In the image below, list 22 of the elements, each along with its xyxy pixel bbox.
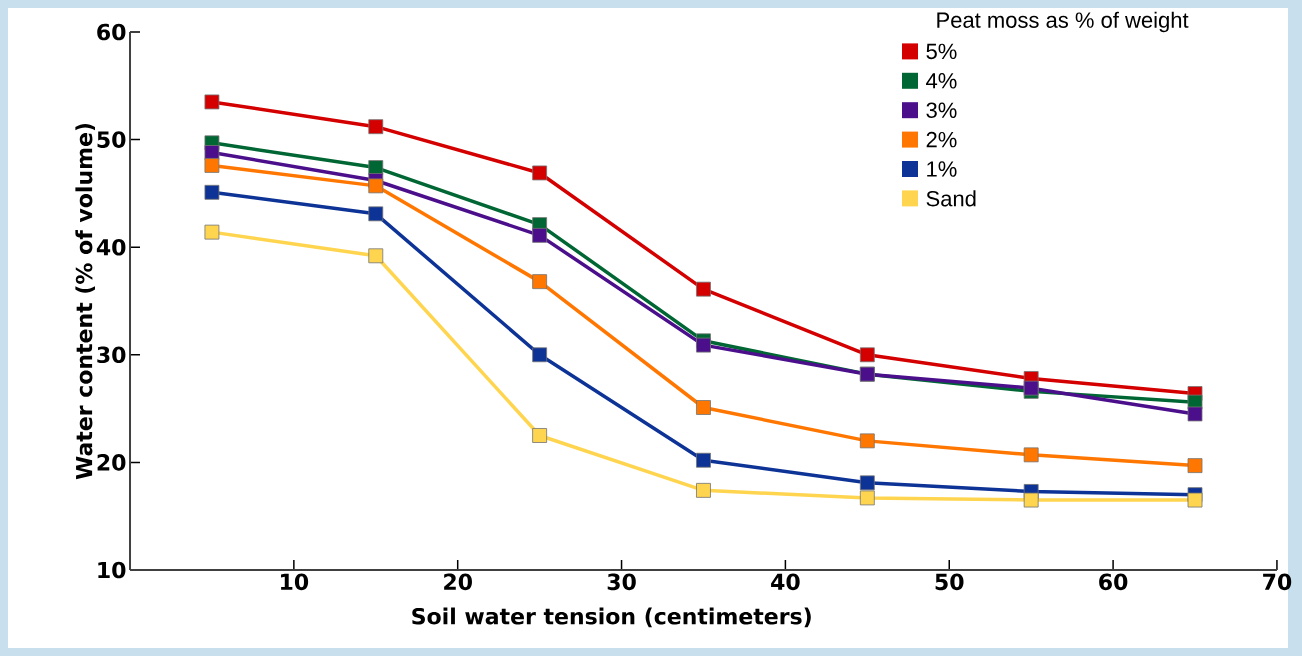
legend-label: Sand [926, 190, 976, 207]
x-tick-label: 10 [281, 573, 309, 591]
legend-label: 2% [926, 131, 957, 148]
y-tick-label: 60 [97, 23, 126, 41]
y-axis-title: Water content (% of volume) [75, 123, 95, 480]
legend-label: 4% [926, 73, 957, 89]
x-tick-label: 60 [1099, 573, 1128, 591]
y-tick-label: 50 [97, 131, 126, 148]
legend-label: 1% [927, 161, 957, 177]
y-tick-label: 40 [96, 238, 126, 256]
legend-label: 5% [926, 43, 957, 60]
x-tick-label: 40 [771, 573, 800, 591]
y-tick-label: 20 [97, 454, 126, 471]
x-axis-title: Soil water tension (centimeters) [412, 607, 811, 628]
legend-label: 3% [926, 102, 957, 118]
x-tick-label: 70 [1263, 573, 1292, 591]
x-tick-label: 50 [935, 573, 964, 591]
x-tick-label: 30 [607, 573, 636, 591]
y-tick-label: 10 [98, 561, 126, 579]
x-tick-label: 20 [444, 573, 472, 591]
y-tick-label: 30 [97, 346, 126, 364]
legend-title: Peat moss as % of weight [937, 11, 1189, 33]
